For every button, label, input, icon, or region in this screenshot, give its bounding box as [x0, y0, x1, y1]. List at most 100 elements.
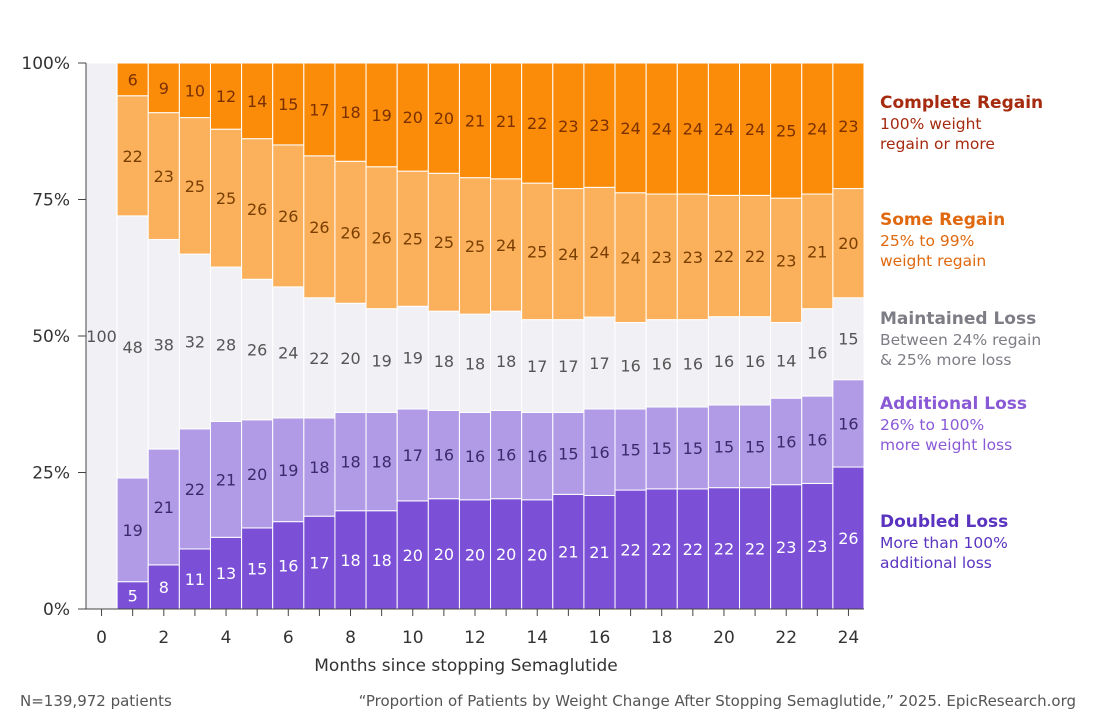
- bar-segment: [209, 128, 243, 268]
- data-label: 20: [403, 108, 423, 127]
- bar-segment: [241, 62, 274, 140]
- bar-segment: [303, 297, 336, 419]
- data-label: 13: [216, 564, 236, 583]
- data-label: 16: [776, 432, 796, 451]
- x-tick-label: 2: [158, 628, 169, 648]
- y-tick-label: 100%: [21, 54, 70, 74]
- data-label: 21: [154, 498, 174, 517]
- bar-segment: [614, 408, 647, 491]
- data-label: 25: [465, 237, 485, 256]
- data-label: 17: [309, 554, 329, 573]
- data-label: 6: [128, 70, 138, 89]
- bar-segment: [209, 266, 243, 422]
- x-tick-label: 10: [402, 628, 424, 648]
- data-label: 16: [683, 354, 703, 373]
- bar-segment: [707, 404, 741, 489]
- bar-segment: [614, 62, 647, 194]
- data-label: 16: [589, 443, 609, 462]
- bar-segment: [614, 192, 647, 323]
- bar-segment: [178, 62, 211, 119]
- bar-segment: [770, 197, 803, 323]
- data-label: 23: [776, 251, 796, 270]
- data-label: 9: [159, 79, 169, 98]
- footer-citation: “Proportion of Patients by Weight Change…: [358, 692, 1076, 710]
- data-label: 16: [434, 446, 454, 465]
- data-label: 19: [371, 352, 391, 371]
- y-tick-label: 0%: [43, 600, 70, 620]
- bar-segment: [583, 494, 616, 610]
- data-label: 22: [714, 539, 734, 558]
- bar-segment: [396, 305, 429, 410]
- data-label: 21: [558, 543, 578, 562]
- data-label: 24: [620, 119, 640, 138]
- legend-maintained-loss: Maintained Loss Between 24% regain & 25%…: [880, 309, 1085, 370]
- x-axis: 0 2 4 6 8 10 12 14 16 18 20 22 24: [86, 608, 864, 648]
- data-label: 20: [838, 234, 858, 253]
- bar-segment: [645, 488, 678, 610]
- data-label: 24: [558, 245, 578, 264]
- x-tick-label: 4: [221, 628, 232, 648]
- bar-segment: [832, 379, 865, 468]
- bar-segment: [241, 419, 274, 529]
- bar-segment: [645, 193, 678, 321]
- bar-segment: [832, 466, 865, 610]
- bar-segment: [116, 477, 149, 583]
- bar-segment: [396, 62, 429, 172]
- data-label: 21: [216, 470, 236, 489]
- data-label: 21: [465, 111, 485, 130]
- data-label: 18: [309, 458, 329, 477]
- bar-segment: [739, 194, 772, 318]
- bar-segment: [739, 62, 772, 196]
- data-label: 25: [527, 242, 547, 261]
- bar-segment: [614, 321, 647, 410]
- data-label: 23: [154, 167, 174, 186]
- data-label: 22: [620, 541, 640, 560]
- bar-segment: [801, 395, 834, 484]
- x-tick-label: 6: [283, 628, 294, 648]
- data-label: 15: [652, 439, 672, 458]
- legend-title: Maintained Loss: [880, 309, 1037, 329]
- bar-segment: [707, 194, 741, 318]
- data-label: 15: [247, 559, 267, 578]
- data-label: 28: [216, 335, 236, 354]
- data-label: 24: [620, 249, 640, 268]
- data-label: 15: [683, 439, 703, 458]
- data-label: 24: [278, 343, 298, 362]
- bars-layer: 100 5 19 48 22 6 8 21 38 23 9 11 22 32 25 10 13 21 28 25 12 1…: [85, 62, 865, 610]
- bar-segment: [303, 62, 336, 157]
- bar-segment: [458, 62, 492, 179]
- data-label: 25: [434, 233, 454, 252]
- data-label: 22: [745, 247, 765, 266]
- data-label: 100: [86, 327, 117, 346]
- data-label: 20: [434, 109, 454, 128]
- bar-segment: [334, 302, 367, 413]
- data-label: 26: [247, 341, 267, 360]
- bar-segment: [770, 484, 803, 610]
- bar-segment: [272, 62, 305, 146]
- bar-segment: [490, 409, 523, 500]
- legend-some-regain: Some Regain 25% to 99% weight regain: [880, 210, 1085, 271]
- bar-segment: [334, 62, 367, 162]
- legend-desc-line: regain or more: [880, 135, 995, 153]
- data-label: 22: [714, 247, 734, 266]
- bar-segment: [645, 319, 678, 408]
- data-label: 16: [278, 556, 298, 575]
- x-tick-label: 0: [96, 628, 107, 648]
- data-label: 16: [496, 446, 516, 465]
- data-label: 24: [683, 120, 703, 139]
- data-label: 23: [807, 537, 827, 556]
- data-label: 14: [247, 92, 267, 111]
- x-tick-label: 18: [651, 628, 673, 648]
- data-label: 18: [434, 352, 454, 371]
- bar-segment: [521, 62, 554, 184]
- data-label: 18: [340, 551, 360, 570]
- data-label: 32: [185, 332, 205, 351]
- bar-segment: [552, 62, 585, 190]
- data-label: 24: [714, 120, 734, 139]
- data-label: 21: [807, 242, 827, 261]
- x-tick-label: 16: [589, 628, 611, 648]
- bar-segment: [427, 310, 460, 411]
- data-label: 22: [309, 349, 329, 368]
- bar-segment: [832, 297, 865, 381]
